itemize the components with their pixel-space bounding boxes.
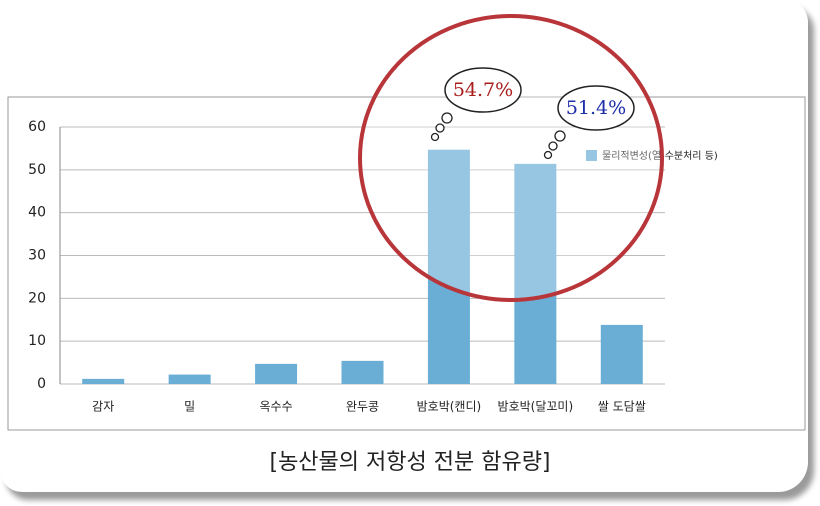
legend-label: 물리적변성(열-수분처리 등)	[602, 150, 718, 162]
bubble	[444, 67, 522, 113]
y-tick-label: 0	[37, 376, 46, 392]
bubble-dot	[548, 141, 558, 151]
value-label: 54.7%	[453, 79, 513, 101]
x-tick-label: 감자	[92, 400, 114, 414]
x-tick-label: 쌀 도담쌀	[598, 400, 646, 414]
y-tick-label: 10	[28, 333, 46, 349]
bar	[255, 363, 298, 384]
x-tick-label: 밀	[184, 400, 195, 414]
x-tick-label: 밤호박(달꼬미)	[498, 400, 574, 414]
value-label: 51.4%	[566, 97, 626, 119]
chart-frame	[7, 96, 806, 431]
y-tick-label: 60	[28, 119, 46, 135]
caption: [농산물의 저항성 전분 함유량]	[269, 450, 550, 475]
bubble	[557, 85, 635, 131]
bar	[427, 149, 470, 384]
bubble-dot	[430, 132, 440, 142]
bubble-dot	[441, 112, 453, 124]
bar	[341, 360, 384, 384]
y-tick-label: 50	[28, 162, 46, 178]
bubble-dot	[435, 123, 445, 133]
bubble-dot	[543, 150, 553, 160]
bar	[168, 374, 211, 384]
y-tick-label: 30	[28, 248, 46, 264]
bubble-dot	[554, 130, 566, 142]
x-tick-label: 완두콩	[346, 400, 379, 414]
y-tick-label: 40	[28, 205, 46, 221]
legend-swatch	[586, 150, 597, 161]
bar	[600, 324, 643, 384]
x-tick-label: 밤호박(캔디)	[417, 400, 482, 414]
y-tick-label: 20	[28, 290, 46, 306]
bar	[82, 378, 125, 384]
bar	[514, 163, 557, 384]
highlight-circle	[358, 14, 664, 302]
x-tick-label: 옥수수	[260, 400, 293, 414]
